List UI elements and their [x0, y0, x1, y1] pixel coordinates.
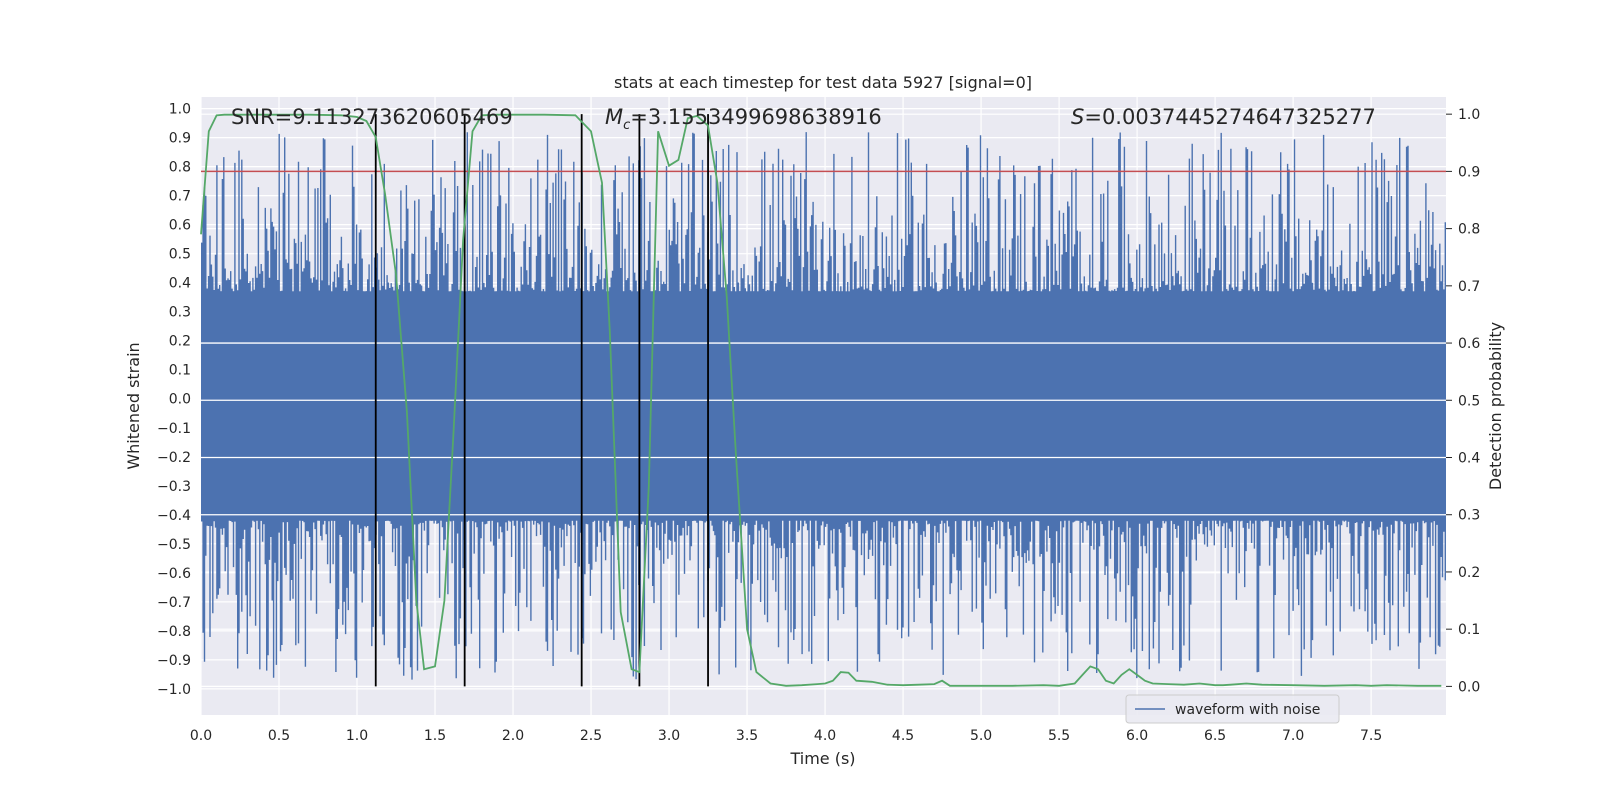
- mc-value: =3.1553499698638916: [630, 105, 881, 129]
- snr-annotation: SNR=9.113273620605469: [231, 105, 513, 129]
- right-y-tick-label: 1.0: [1458, 107, 1480, 123]
- detection-probability-line: [200, 113, 1442, 687]
- y-tick-label: −0.3: [157, 479, 191, 495]
- s-value: =0.0037445274647325277: [1084, 105, 1376, 129]
- x-tick-label: 3.0: [658, 728, 680, 744]
- x-tick-label: 6.5: [1204, 728, 1226, 744]
- right-y-tick-label: 0.5: [1458, 393, 1480, 409]
- x-tick-label: 0.0: [190, 728, 212, 744]
- x-tick-label: 1.5: [424, 728, 446, 744]
- x-tick-label: 4.5: [892, 728, 914, 744]
- mc-subscript: c: [623, 118, 630, 133]
- legend-box: [1125, 694, 1340, 724]
- left-y-axis-ticks: 1.0 0.9 0.8 0.7 0.6 0.5 0.4 0.3 0.2 0.1 0.0 −0.1 −0.…: [157, 102, 191, 698]
- y-tick-label: −0.8: [157, 624, 191, 640]
- x-tick-label: 7.5: [1360, 728, 1382, 744]
- waveform-series: [201, 132, 1446, 680]
- right-y-tick-label: 0.4: [1458, 451, 1480, 467]
- chirp-mass-annotation: Mc=3.1553499698638916: [605, 105, 882, 133]
- x-tick-label: 0.5: [268, 728, 290, 744]
- y-tick-label: −0.6: [157, 566, 191, 582]
- right-y-tick-label: 0.8: [1458, 222, 1480, 238]
- left-y-axis-label: Whitened strain: [124, 342, 143, 469]
- right-y-tick-label: 0.9: [1458, 164, 1480, 180]
- y-tick-label: 0.8: [169, 160, 191, 176]
- x-tick-label: 6.0: [1126, 728, 1148, 744]
- x-tick-label: 5.5: [1048, 728, 1070, 744]
- vertical-markers: [374, 114, 709, 687]
- x-tick-label: 2.0: [502, 728, 524, 744]
- y-tick-label: 0.7: [169, 189, 191, 205]
- y-tick-label: 0.0: [169, 392, 191, 408]
- legend-label: waveform with noise: [1175, 702, 1320, 718]
- right-y-tick-label: 0.0: [1458, 679, 1480, 695]
- y-tick-label: −0.4: [157, 508, 191, 524]
- right-y-tick-label: 0.2: [1458, 565, 1480, 581]
- s-annotation: S=0.0037445274647325277: [1071, 105, 1376, 129]
- x-tick-label: 2.5: [580, 728, 602, 744]
- y-tick-label: 0.2: [169, 334, 191, 350]
- y-tick-label: 0.1: [169, 363, 191, 379]
- right-y-axis-label: Detection probability: [1486, 322, 1505, 490]
- x-tick-label: 4.0: [814, 728, 836, 744]
- y-tick-label: −0.2: [157, 450, 191, 466]
- y-tick-label: 0.9: [169, 131, 191, 147]
- y-tick-label: −1.0: [157, 682, 191, 698]
- chart-title: stats at each timestep for test data 592…: [614, 73, 1032, 92]
- mc-symbol: M: [605, 105, 623, 129]
- y-tick-label: 0.4: [169, 276, 191, 292]
- right-y-tick-label: 0.3: [1458, 508, 1480, 524]
- x-axis-ticks: 0.0 0.5 1.0 1.5 2.0 2.5 3.0 3.5 4.0 4.5 5.0 5.5 6.0 6…: [190, 728, 1382, 744]
- y-tick-label: −0.5: [157, 537, 191, 553]
- x-tick-label: 1.0: [346, 728, 368, 744]
- y-tick-label: −0.7: [157, 595, 191, 611]
- waveform-band: [201, 291, 1446, 521]
- y-tick-label: 0.3: [169, 305, 191, 321]
- s-symbol: S: [1071, 105, 1084, 129]
- x-tick-label: 3.5: [736, 728, 758, 744]
- x-axis-label: Time (s): [789, 749, 855, 768]
- right-y-tick-label: 0.6: [1458, 336, 1480, 352]
- right-y-tick-label: 0.1: [1458, 622, 1480, 638]
- legend: waveform with noise: [1125, 694, 1340, 724]
- y-tick-label: 0.6: [169, 218, 191, 234]
- right-y-tick-label: 0.7: [1458, 279, 1480, 295]
- y-tick-label: −0.9: [157, 653, 191, 669]
- y-tick-label: −0.1: [157, 421, 191, 437]
- x-tick-label: 5.0: [970, 728, 992, 744]
- x-tick-label: 7.0: [1282, 728, 1304, 744]
- y-tick-label: 1.0: [169, 102, 191, 118]
- y-tick-label: 0.5: [169, 247, 191, 263]
- right-y-axis-ticks: 1.0 0.9 0.8 0.7 0.6 0.5 0.4 0.3 0.2 0.1 0.0: [1446, 107, 1480, 695]
